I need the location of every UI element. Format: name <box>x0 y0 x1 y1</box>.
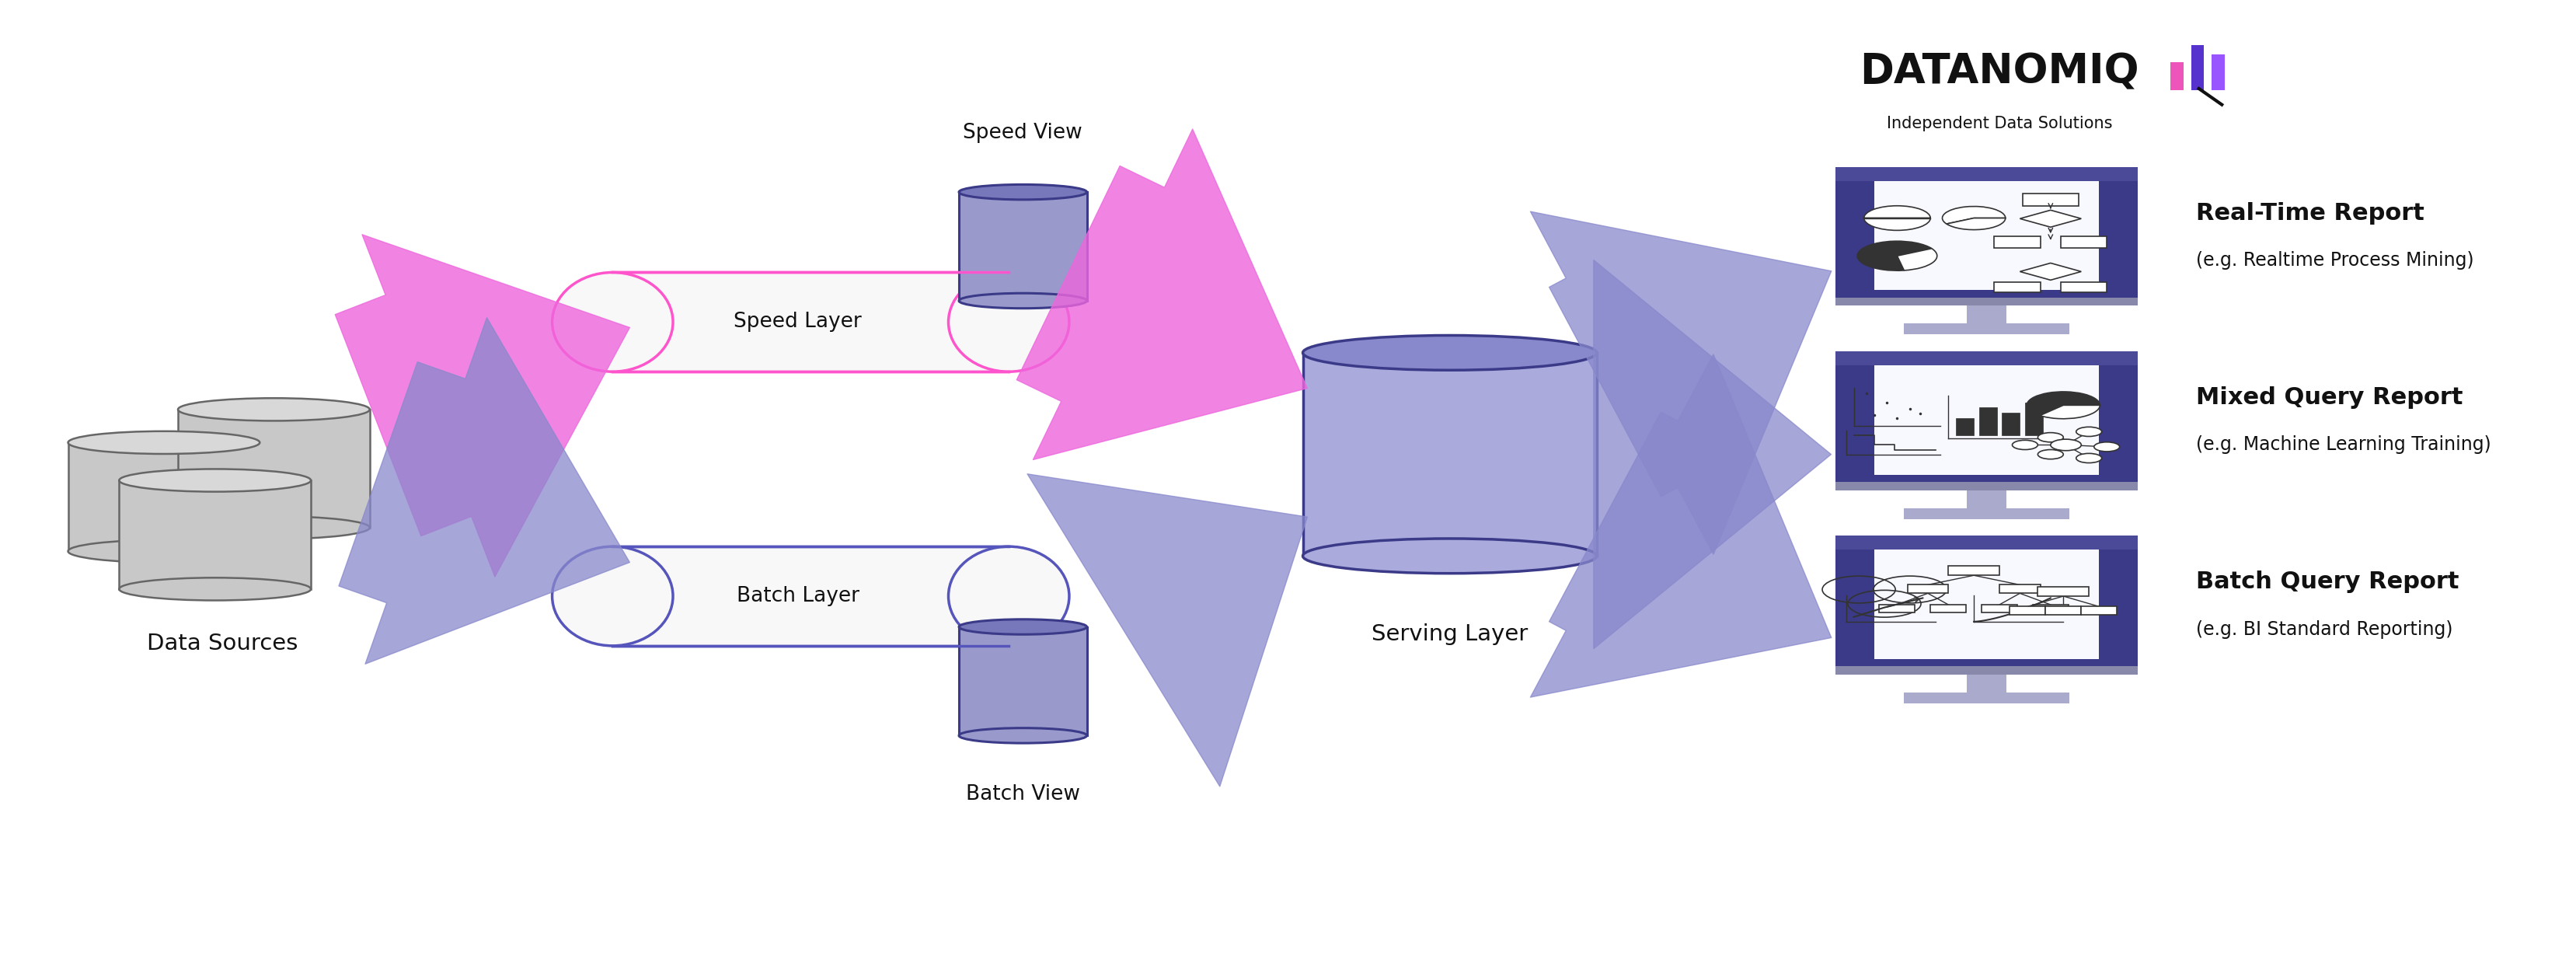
FancyBboxPatch shape <box>1904 324 2069 335</box>
FancyBboxPatch shape <box>958 192 1087 301</box>
Ellipse shape <box>958 185 1087 200</box>
FancyBboxPatch shape <box>1906 585 1947 594</box>
Circle shape <box>2094 442 2120 451</box>
FancyBboxPatch shape <box>1965 489 2007 508</box>
Bar <box>2002 413 2020 436</box>
Wedge shape <box>1862 218 1929 230</box>
Ellipse shape <box>948 547 1069 645</box>
FancyBboxPatch shape <box>178 409 368 528</box>
Text: Data Sources: Data Sources <box>147 633 299 654</box>
FancyBboxPatch shape <box>67 443 260 552</box>
FancyBboxPatch shape <box>1994 282 2040 293</box>
Wedge shape <box>1857 241 1932 271</box>
FancyBboxPatch shape <box>1834 297 2138 306</box>
FancyBboxPatch shape <box>1303 353 1597 556</box>
FancyBboxPatch shape <box>1929 604 1965 612</box>
Ellipse shape <box>178 516 368 539</box>
Wedge shape <box>1862 206 1929 218</box>
Ellipse shape <box>958 619 1087 635</box>
FancyBboxPatch shape <box>1834 351 2138 490</box>
Ellipse shape <box>1303 538 1597 574</box>
FancyBboxPatch shape <box>1873 365 2099 474</box>
Polygon shape <box>2020 210 2081 228</box>
FancyBboxPatch shape <box>2081 606 2117 615</box>
FancyBboxPatch shape <box>2022 193 2079 206</box>
FancyBboxPatch shape <box>1834 535 2138 674</box>
Text: (e.g. Machine Learning Training): (e.g. Machine Learning Training) <box>2195 436 2491 454</box>
FancyBboxPatch shape <box>118 480 312 589</box>
FancyBboxPatch shape <box>2045 606 2081 615</box>
Text: Batch Layer: Batch Layer <box>737 586 858 606</box>
FancyBboxPatch shape <box>1981 604 2017 612</box>
FancyBboxPatch shape <box>2038 587 2089 597</box>
Bar <box>1978 407 1996 436</box>
Ellipse shape <box>551 272 672 372</box>
FancyBboxPatch shape <box>1834 535 2138 550</box>
Bar <box>2210 54 2223 91</box>
Polygon shape <box>2020 263 2081 280</box>
FancyBboxPatch shape <box>1965 304 2007 324</box>
Circle shape <box>2038 433 2063 442</box>
FancyBboxPatch shape <box>2061 282 2107 293</box>
Ellipse shape <box>958 293 1087 309</box>
Circle shape <box>2076 427 2102 436</box>
Bar <box>2190 45 2202 91</box>
FancyBboxPatch shape <box>1878 604 1914 612</box>
FancyBboxPatch shape <box>2009 606 2045 615</box>
Text: Speed Layer: Speed Layer <box>734 312 860 332</box>
Wedge shape <box>1945 218 2004 229</box>
Wedge shape <box>2027 392 2099 416</box>
Wedge shape <box>2040 405 2099 419</box>
Bar <box>2169 62 2182 91</box>
FancyBboxPatch shape <box>1999 585 2040 594</box>
Text: Mixed Query Report: Mixed Query Report <box>2195 386 2463 409</box>
Ellipse shape <box>958 728 1087 743</box>
FancyBboxPatch shape <box>1965 672 2007 692</box>
Ellipse shape <box>948 272 1069 372</box>
Bar <box>1955 419 1973 436</box>
FancyBboxPatch shape <box>1834 167 2138 306</box>
Ellipse shape <box>118 469 312 491</box>
Text: Real-Time Report: Real-Time Report <box>2195 202 2424 225</box>
Ellipse shape <box>118 577 312 600</box>
Circle shape <box>2050 439 2081 450</box>
Text: Serving Layer: Serving Layer <box>1370 623 1528 645</box>
Circle shape <box>2076 453 2102 463</box>
FancyBboxPatch shape <box>613 547 1007 645</box>
Text: (e.g. BI Standard Reporting): (e.g. BI Standard Reporting) <box>2195 619 2452 639</box>
Ellipse shape <box>178 398 368 421</box>
Text: DATANOMIQ: DATANOMIQ <box>1860 52 2138 92</box>
Text: Speed View: Speed View <box>963 123 1082 143</box>
FancyBboxPatch shape <box>1834 351 2138 365</box>
FancyBboxPatch shape <box>1947 566 1999 576</box>
FancyBboxPatch shape <box>1834 666 2138 674</box>
FancyBboxPatch shape <box>613 272 1007 372</box>
FancyBboxPatch shape <box>1834 482 2138 490</box>
Text: (e.g. Realtime Process Mining): (e.g. Realtime Process Mining) <box>2195 251 2473 270</box>
FancyBboxPatch shape <box>1904 692 2069 704</box>
FancyBboxPatch shape <box>958 627 1087 735</box>
FancyBboxPatch shape <box>1994 236 2040 248</box>
FancyBboxPatch shape <box>1873 550 2099 659</box>
FancyBboxPatch shape <box>1834 167 2138 181</box>
Ellipse shape <box>1303 336 1597 370</box>
Ellipse shape <box>67 540 260 562</box>
Ellipse shape <box>67 431 260 454</box>
Text: Batch Query Report: Batch Query Report <box>2195 571 2458 594</box>
FancyBboxPatch shape <box>2032 604 2069 612</box>
Ellipse shape <box>551 547 672 645</box>
Bar <box>2025 402 2043 436</box>
Wedge shape <box>1942 206 2004 224</box>
Text: Independent Data Solutions: Independent Data Solutions <box>1886 116 2112 131</box>
FancyBboxPatch shape <box>2061 236 2107 248</box>
Text: Batch View: Batch View <box>966 785 1079 805</box>
Circle shape <box>2012 440 2038 449</box>
FancyBboxPatch shape <box>1873 181 2099 291</box>
Circle shape <box>2038 449 2063 459</box>
Wedge shape <box>1896 249 1937 271</box>
FancyBboxPatch shape <box>1904 508 2069 519</box>
